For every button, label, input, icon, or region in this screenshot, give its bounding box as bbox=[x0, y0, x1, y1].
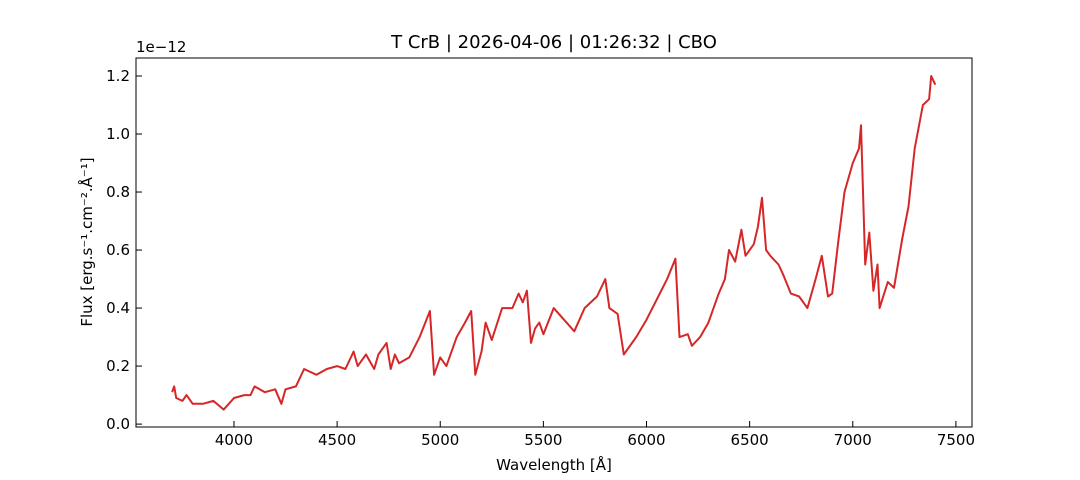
y-tick-label: 0.0 bbox=[106, 415, 130, 433]
y-offset-label: 1e−12 bbox=[136, 38, 186, 56]
x-tick-label: 4000 bbox=[215, 431, 253, 449]
x-tick-label: 6500 bbox=[731, 431, 769, 449]
x-axis-label: Wavelength [Å] bbox=[496, 455, 612, 474]
x-tick-label: 4500 bbox=[318, 431, 356, 449]
x-tick-label: 6000 bbox=[627, 431, 665, 449]
y-tick-label: 0.2 bbox=[106, 357, 130, 375]
chart-title: T CrB | 2026-04-06 | 01:26:32 | CBO bbox=[390, 32, 717, 53]
y-tick-label: 0.4 bbox=[106, 299, 130, 317]
y-tick-label: 1.2 bbox=[106, 67, 130, 85]
y-axis-label: Flux [erg.s⁻¹.cm⁻².Å⁻¹] bbox=[77, 157, 96, 326]
x-tick-label: 7000 bbox=[834, 431, 872, 449]
x-tick-label: 5500 bbox=[524, 431, 562, 449]
y-tick-label: 1.0 bbox=[106, 125, 130, 143]
x-tick-label: 7500 bbox=[937, 431, 975, 449]
plot-frame bbox=[135, 57, 973, 428]
x-tick-label: 5000 bbox=[421, 431, 459, 449]
spectrum-line bbox=[171, 75, 937, 411]
y-tick-label: 0.6 bbox=[106, 241, 130, 259]
y-tick-label: 0.8 bbox=[106, 183, 130, 201]
